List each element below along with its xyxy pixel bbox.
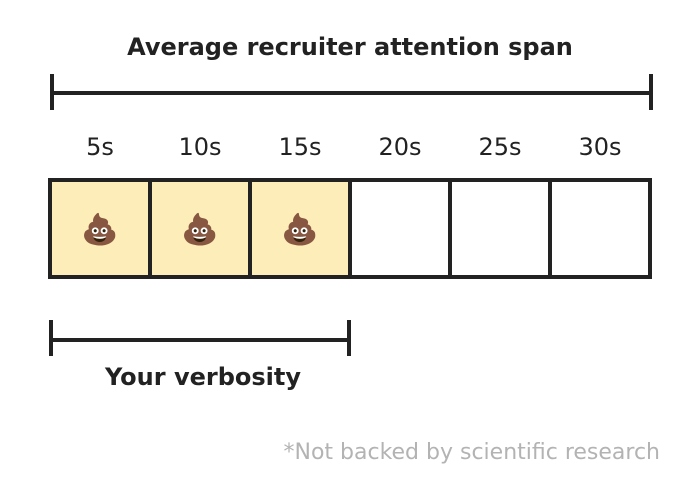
time-tick-labels: 5s 10s 15s 20s 25s 30s (86, 133, 621, 161)
tick-label-30s: 30s (578, 133, 621, 161)
segment-box-filled (248, 178, 352, 279)
footnote: *Not backed by scientific research (283, 440, 660, 465)
poop-emoji-icon: 💩 (181, 212, 218, 248)
attention-span-bracket (50, 74, 653, 110)
time-segments: 💩 💩 💩 (48, 178, 652, 279)
segment-box-empty (448, 178, 552, 279)
tick-label-5s: 5s (86, 133, 114, 161)
poop-emoji-icon: 💩 (81, 212, 118, 248)
diagram-title: Average recruiter attention span (127, 33, 573, 61)
segments-outer-border (48, 178, 652, 279)
verbosity-label: Your verbosity (104, 363, 301, 391)
segment-box-empty (548, 178, 652, 279)
verbosity-bracket (49, 320, 351, 356)
poop-emoji-icon: 💩 (281, 212, 318, 248)
tick-label-20s: 20s (378, 133, 421, 161)
tick-label-15s: 15s (278, 133, 321, 161)
tick-label-10s: 10s (178, 133, 221, 161)
tick-label-25s: 25s (478, 133, 521, 161)
segment-box-empty (348, 178, 452, 279)
segment-box-filled (48, 178, 152, 279)
